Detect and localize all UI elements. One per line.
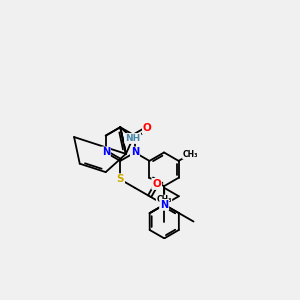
Text: CH₃: CH₃ xyxy=(156,195,172,204)
Text: O: O xyxy=(152,179,161,189)
Text: O: O xyxy=(143,124,152,134)
Text: N: N xyxy=(131,148,139,158)
Text: N: N xyxy=(160,200,168,210)
Text: N: N xyxy=(131,148,139,158)
Text: N: N xyxy=(160,200,168,210)
Text: S: S xyxy=(116,174,124,184)
Text: S: S xyxy=(116,174,124,184)
Text: CH₃: CH₃ xyxy=(182,150,198,159)
Text: NH: NH xyxy=(125,134,140,143)
Text: O: O xyxy=(152,179,161,189)
Text: NH: NH xyxy=(125,134,140,143)
Text: N: N xyxy=(102,148,110,158)
Text: O: O xyxy=(143,124,152,134)
Text: N: N xyxy=(102,148,110,158)
